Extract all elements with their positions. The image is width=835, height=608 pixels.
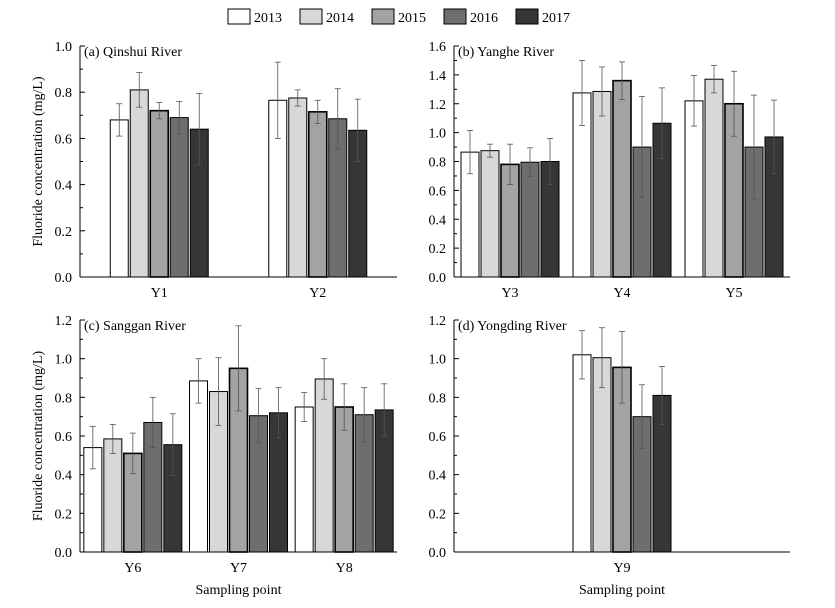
- bar-Y8-2014: [314, 378, 334, 553]
- x-tick-label: Y3: [501, 286, 518, 301]
- bar-Y1-2014: [129, 89, 149, 278]
- bar-Y3-2016: [520, 161, 540, 278]
- x-tick-label: Y1: [151, 286, 168, 301]
- legend-label-2013: 2013: [254, 11, 282, 26]
- bar-Y5-2014: [704, 78, 724, 278]
- x-tick-label: Y5: [725, 286, 742, 301]
- y-tick-label: 0.4: [429, 469, 447, 484]
- x-tick-label: Y6: [124, 561, 141, 576]
- bar-Y4-2014: [592, 90, 612, 278]
- x-tick-label: Y9: [613, 561, 630, 576]
- legend-swatch-2015: [371, 8, 395, 25]
- legend-label-2017: 2017: [542, 11, 570, 26]
- panel-qinshui-river: 0.0 0.2 0.4 0.6 0.8 1.0 (a) Qinshui River Fluor…: [31, 40, 397, 301]
- y-tick-label: 0.0: [429, 546, 447, 561]
- panel-title: (a) Qinshui River: [84, 45, 182, 60]
- y-tick-label: 0.8: [55, 86, 73, 101]
- y-tick-label: 0.4: [429, 213, 447, 228]
- panel-yongding-river: 0.0 0.2 0.4 0.6 0.8 1.0 1.2 (d) Yongding River S…: [429, 314, 790, 598]
- x-tick-label: Y8: [336, 561, 353, 576]
- legend-label-2016: 2016: [470, 11, 498, 26]
- x-axis-label: Sampling point: [579, 583, 665, 598]
- y-tick-label: 1.0: [55, 40, 73, 55]
- panel-sanggan-river: 0.0 0.2 0.4 0.6 0.8 1.0 1.2 (c) Sanggan River Fl…: [31, 314, 397, 598]
- y-tick-label: 0.0: [55, 546, 73, 561]
- bar-Y3-2014: [480, 150, 500, 278]
- y-tick-label: 1.0: [55, 353, 73, 368]
- legend: 2013 2014 2015 2016 2017: [227, 8, 570, 26]
- legend-swatch-2013: [227, 8, 251, 25]
- y-tick-label: 1.4: [429, 69, 447, 84]
- y-tick-label: 0.6: [429, 430, 447, 445]
- x-tick-label: Y2: [309, 286, 326, 301]
- bar-Y9-2013: [572, 354, 592, 553]
- bar-Y2-2015: [307, 111, 328, 278]
- y-tick-label: 0.2: [429, 507, 447, 522]
- legend-swatch-2016: [443, 8, 467, 25]
- x-tick-label: Y7: [230, 561, 247, 576]
- legend-label-2015: 2015: [398, 11, 426, 26]
- y-axis-label: Fluoride concentration (mg/L): [31, 351, 46, 522]
- y-tick-label: 1.2: [429, 314, 447, 329]
- y-tick-label: 0.6: [55, 430, 73, 445]
- panel-yanghe-river: 0.0 0.2 0.4 0.6 0.8 1.0 1.2 1.4 1.6 (b) Yanghe Ri…: [429, 40, 790, 301]
- y-tick-label: 1.6: [429, 40, 447, 55]
- y-tick-label: 1.2: [55, 314, 73, 329]
- y-tick-label: 0.4: [55, 179, 73, 194]
- y-axis-label: Fluoride concentration (mg/L): [31, 76, 46, 247]
- bar-Y7-2013: [189, 380, 208, 553]
- bar-Y1-2013: [109, 119, 129, 278]
- y-tick-label: 0.8: [429, 156, 447, 171]
- panel-title: (d) Yongding River: [458, 319, 567, 334]
- y-tick-label: 0.8: [55, 391, 73, 406]
- y-tick-label: 0.0: [55, 271, 73, 286]
- legend-swatch-2014: [299, 8, 323, 25]
- bar-Y8-2013: [294, 406, 314, 553]
- legend-label-2014: 2014: [326, 11, 354, 26]
- y-tick-label: 0.2: [429, 242, 447, 257]
- y-tick-label: 0.4: [55, 469, 73, 484]
- bar-Y2-2014: [288, 97, 308, 278]
- y-tick-label: 0.6: [429, 184, 447, 199]
- panel-title: (b) Yanghe River: [458, 45, 554, 60]
- y-tick-label: 0.6: [55, 132, 73, 147]
- y-tick-label: 0.2: [55, 225, 73, 240]
- y-tick-label: 0.8: [429, 391, 447, 406]
- x-tick-label: Y4: [613, 286, 630, 301]
- y-tick-label: 1.2: [429, 98, 447, 113]
- bar-Y1-2016: [169, 117, 189, 278]
- bar-Y4-2015: [612, 79, 632, 278]
- bar-Y5-2013: [684, 100, 704, 278]
- x-axis-label: Sampling point: [196, 583, 282, 598]
- y-tick-label: 0.0: [429, 271, 447, 286]
- y-tick-label: 1.0: [429, 353, 447, 368]
- y-tick-label: 0.2: [55, 507, 73, 522]
- bar-Y1-2015: [149, 109, 170, 278]
- panel-title: (c) Sanggan River: [84, 319, 186, 334]
- bar-Y6-2014: [103, 438, 123, 553]
- y-tick-label: 1.0: [429, 127, 447, 142]
- legend-swatch-2017: [515, 8, 539, 25]
